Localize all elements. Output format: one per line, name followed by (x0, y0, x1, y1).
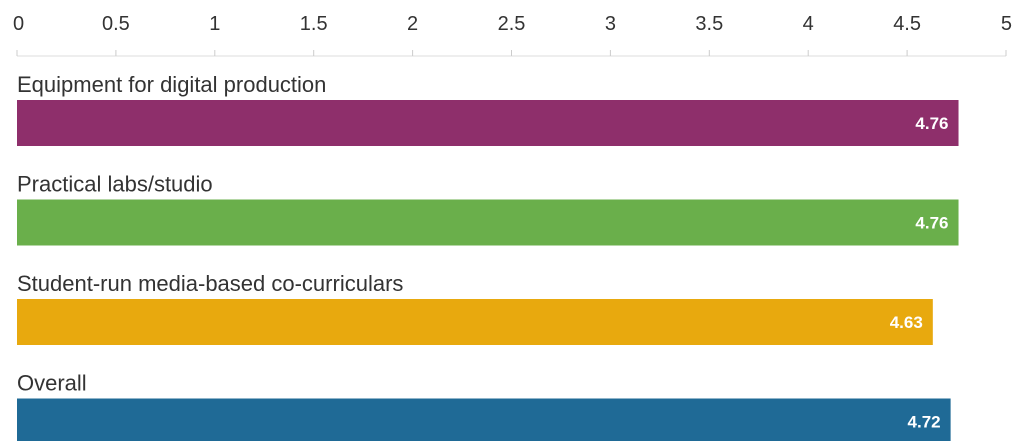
x-tick-label: 4.5 (893, 13, 921, 35)
category-label: Equipment for digital production (17, 72, 326, 97)
x-tick-label: 0.5 (102, 13, 130, 35)
x-tick-label: 3 (605, 13, 616, 35)
bar-value-label: 4.76 (915, 114, 948, 133)
x-tick-label: 2 (407, 13, 418, 35)
x-tick-label: 0 (13, 13, 24, 35)
x-tick-label: 2.5 (498, 13, 526, 35)
bar (17, 398, 951, 441)
category-label: Practical labs/studio (17, 172, 213, 197)
bar-value-label: 4.72 (908, 413, 941, 432)
bar-value-label: 4.63 (890, 313, 923, 332)
x-tick-label: 4 (803, 13, 814, 35)
x-tick-label: 3.5 (695, 13, 723, 35)
category-label: Student-run media-based co-curriculars (17, 271, 403, 296)
x-tick-label: 5 (1001, 13, 1012, 35)
bar (17, 299, 933, 345)
bar (17, 100, 959, 146)
category-label: Overall (17, 371, 87, 396)
x-tick-label: 1.5 (300, 13, 328, 35)
bar (17, 199, 959, 246)
x-tick-label: 1 (209, 13, 220, 35)
bar-value-label: 4.76 (915, 214, 948, 233)
